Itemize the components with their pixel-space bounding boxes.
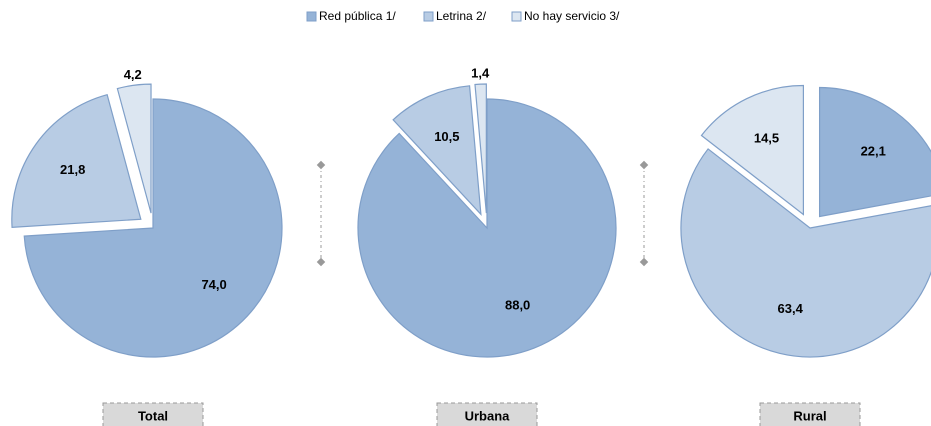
pie-slice (680, 148, 931, 358)
pie-slice (392, 85, 482, 216)
legend-label: Letrina 2/ (436, 9, 487, 23)
pie-title-box (102, 402, 204, 426)
pie-title-box (436, 402, 538, 426)
pie-slice (357, 98, 617, 358)
legend-swatch (423, 11, 434, 22)
data-label: 88,0 (505, 297, 530, 312)
pie-title: Urbana (465, 408, 511, 423)
pie-slice (474, 83, 487, 214)
legend-swatch (511, 11, 522, 22)
legend-label: No hay servicio 3/ (524, 9, 620, 23)
data-label: 22,1 (861, 143, 886, 158)
pie-slice (11, 93, 142, 228)
data-label: 63,4 (778, 301, 804, 316)
pie-title: Rural (793, 408, 826, 423)
pie-title: Total (138, 408, 168, 423)
data-label: 74,0 (201, 277, 226, 292)
data-label: 14,5 (754, 131, 779, 146)
separator (320, 165, 645, 262)
data-label: 21,8 (60, 162, 85, 177)
pie-slice (818, 86, 931, 218)
pie-slice (116, 83, 152, 214)
pie-slice (23, 98, 283, 358)
legend-label: Red pública 1/ (319, 9, 396, 23)
data-label: 1,4 (471, 66, 490, 81)
pie-title-box (759, 402, 861, 426)
data-label: 4,2 (124, 67, 142, 82)
legend-swatch (306, 11, 317, 22)
pie-slice (700, 84, 805, 216)
data-label: 10,5 (434, 129, 459, 144)
